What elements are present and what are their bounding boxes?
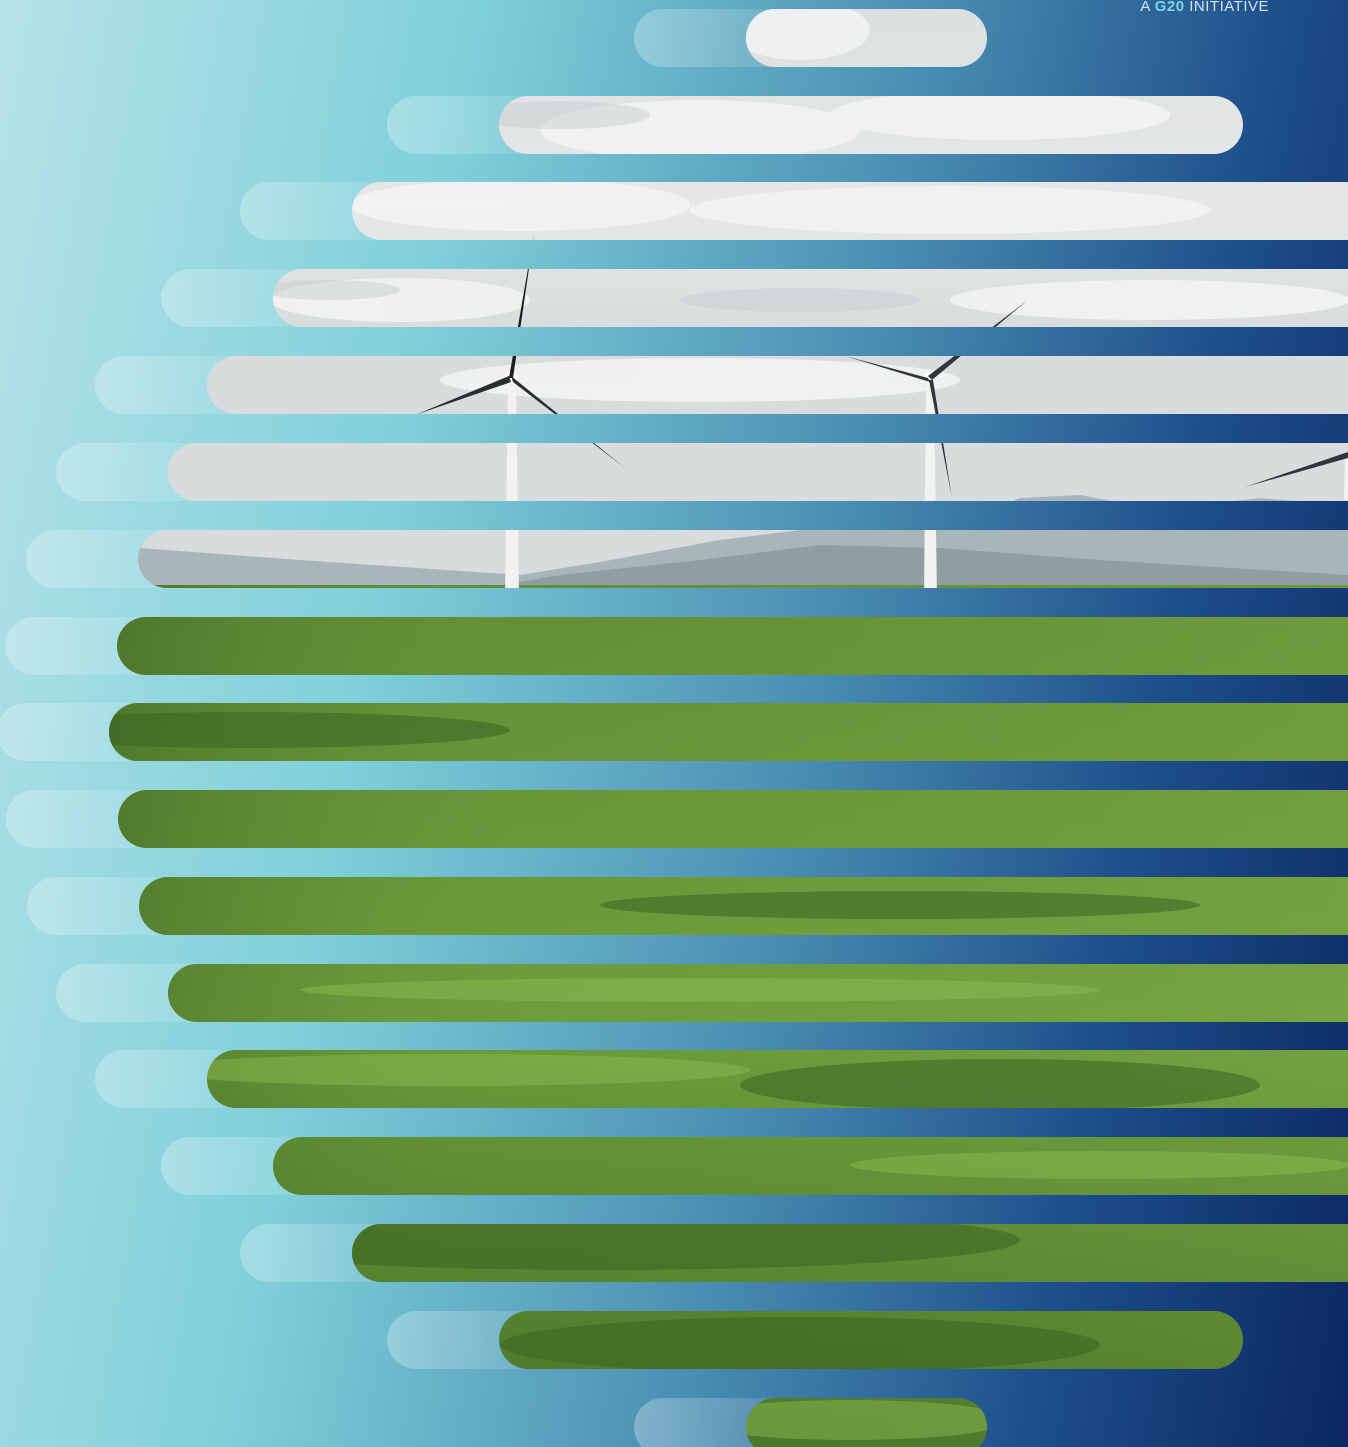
- tagline-prefix: A: [1140, 0, 1151, 15]
- g20-initiative-tagline: A G20 INITIATIVE: [1140, 0, 1269, 15]
- tagline-suffix: INITIATIVE: [1189, 0, 1269, 15]
- wind-turbine-icon: [1245, 452, 1348, 500]
- tagline-g20: G20: [1154, 0, 1185, 15]
